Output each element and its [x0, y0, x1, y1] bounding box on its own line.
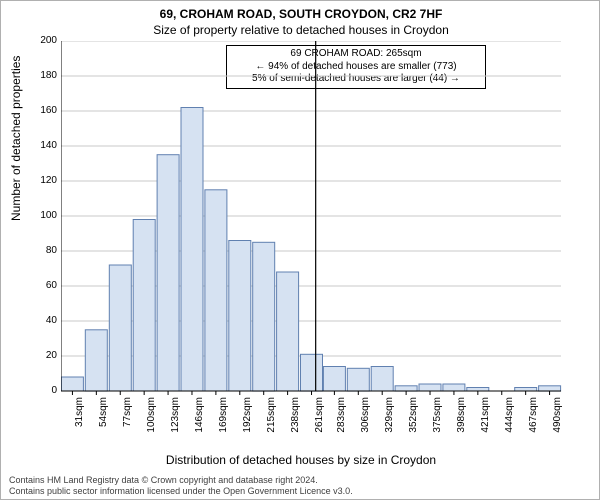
histogram-bar	[301, 354, 323, 391]
x-tick-label: 146sqm	[194, 397, 205, 437]
x-tick-label: 123sqm	[170, 397, 181, 437]
histogram-bar	[323, 367, 345, 392]
x-tick-label: 398sqm	[456, 397, 467, 437]
x-tick-label: 444sqm	[504, 397, 515, 437]
x-tick-label: 490sqm	[552, 397, 563, 437]
x-axis-label: Distribution of detached houses by size …	[1, 453, 600, 467]
histogram-bar	[347, 368, 369, 391]
x-tick-label: 352sqm	[408, 397, 419, 437]
x-tick-label: 421sqm	[480, 397, 491, 437]
histogram-bar	[157, 155, 179, 391]
y-tick-label: 60	[27, 280, 57, 291]
x-tick-label: 31sqm	[74, 397, 85, 437]
chart-title-main: 69, CROHAM ROAD, SOUTH CROYDON, CR2 7HF	[1, 7, 600, 21]
x-tick-label: 169sqm	[218, 397, 229, 437]
x-tick-label: 100sqm	[146, 397, 157, 437]
histogram-bar	[181, 108, 203, 392]
x-tick-label: 329sqm	[384, 397, 395, 437]
y-tick-label: 0	[27, 385, 57, 396]
histogram-bar	[371, 367, 393, 392]
x-tick-label: 54sqm	[98, 397, 109, 437]
x-tick-label: 192sqm	[242, 397, 253, 437]
y-tick-label: 40	[27, 315, 57, 326]
plot-svg	[61, 41, 571, 431]
x-tick-label: 77sqm	[122, 397, 133, 437]
y-tick-label: 20	[27, 350, 57, 361]
x-tick-label: 238sqm	[290, 397, 301, 437]
histogram-bar	[515, 388, 537, 392]
histogram-bar	[277, 272, 299, 391]
y-tick-label: 180	[27, 70, 57, 81]
histogram-bar	[395, 386, 417, 391]
histogram-bar	[61, 377, 83, 391]
histogram-bar	[443, 384, 465, 391]
y-tick-label: 140	[27, 140, 57, 151]
histogram-bar	[253, 242, 275, 391]
y-axis-label: Number of detached properties	[9, 56, 23, 221]
histogram-bar	[539, 386, 561, 391]
y-tick-label: 100	[27, 210, 57, 221]
x-tick-label: 467sqm	[528, 397, 539, 437]
footer-attribution: Contains HM Land Registry data © Crown c…	[9, 475, 353, 496]
histogram-bar	[467, 388, 489, 392]
footer-line1: Contains HM Land Registry data © Crown c…	[9, 475, 353, 485]
x-tick-label: 306sqm	[360, 397, 371, 437]
x-tick-label: 215sqm	[266, 397, 277, 437]
histogram-bar	[133, 220, 155, 392]
y-tick-label: 160	[27, 105, 57, 116]
y-tick-label: 200	[27, 35, 57, 46]
histogram-bar	[109, 265, 131, 391]
chart-title-sub: Size of property relative to detached ho…	[1, 23, 600, 37]
histogram-bar	[419, 384, 441, 391]
y-tick-label: 120	[27, 175, 57, 186]
histogram-bar	[229, 241, 251, 392]
x-tick-label: 283sqm	[336, 397, 347, 437]
plot-area	[61, 41, 571, 391]
footer-line2: Contains public sector information licen…	[9, 486, 353, 496]
histogram-bar	[85, 330, 107, 391]
histogram-bar	[205, 190, 227, 391]
x-tick-label: 261sqm	[314, 397, 325, 437]
chart-container: 69, CROHAM ROAD, SOUTH CROYDON, CR2 7HF …	[0, 0, 600, 500]
y-tick-label: 80	[27, 245, 57, 256]
x-tick-label: 375sqm	[432, 397, 443, 437]
